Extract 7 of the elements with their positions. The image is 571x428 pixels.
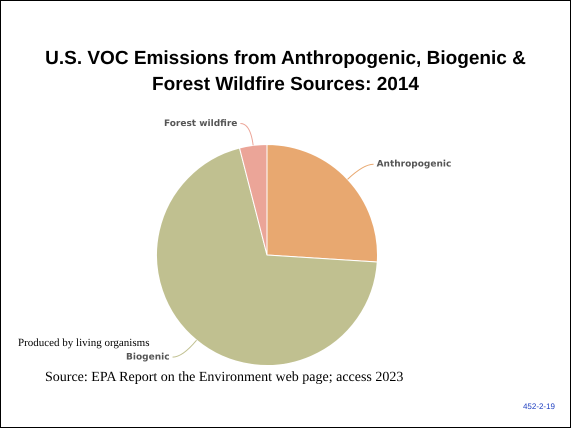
text: Produced by living organisms <box>18 337 150 349</box>
slice-label: Forest wildfire <box>164 118 238 129</box>
slice-label: Anthropogenic <box>376 160 452 170</box>
chart-title: U.S. VOC Emissions from Anthropogenic, Biogenic & Forest Wildfire Sources: 2014 <box>44 47 527 97</box>
source-note: Source: EPA Report on the Environment web page; access 2023 <box>45 370 404 386</box>
slice-label: Biogenic <box>126 352 170 362</box>
text: 452-2-19 <box>522 402 555 411</box>
